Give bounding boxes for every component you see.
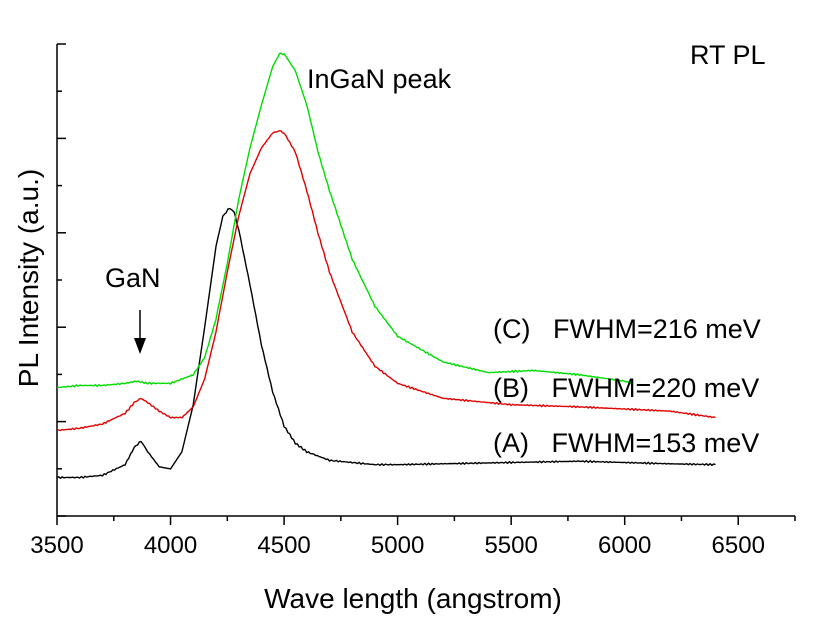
x-tick-label-5500: 5500 xyxy=(484,532,537,559)
series-c-line xyxy=(56,52,632,389)
series-b-label: (B) FWHM=220 meV xyxy=(493,373,759,403)
ingan-peak-label: InGaN peak xyxy=(307,64,452,94)
series-layer xyxy=(56,52,716,479)
x-tick-label-6000: 6000 xyxy=(598,532,651,559)
x-tick-label-4000: 4000 xyxy=(144,532,197,559)
x-tick-label-3500: 3500 xyxy=(30,532,83,559)
gan-arrow-head xyxy=(134,338,146,354)
y-ticks xyxy=(57,43,66,517)
x-axis-title: Wave length (angstrom) xyxy=(264,583,562,614)
x-tick-label-4500: 4500 xyxy=(257,532,310,559)
x-ticks: 3500 4000 4500 5000 5500 6000 6500 xyxy=(30,516,796,559)
x-tick-label-6500: 6500 xyxy=(712,532,765,559)
series-b-line xyxy=(56,130,716,432)
series-c-label: (C) FWHM=216 meV xyxy=(493,314,761,344)
series-a-line xyxy=(56,207,716,479)
series-a-label: (A) FWHM=153 meV xyxy=(493,428,759,458)
x-tick-label-5000: 5000 xyxy=(371,532,424,559)
y-axis-title: PL Intensity (a.u.) xyxy=(13,169,44,387)
gan-arrow xyxy=(134,310,146,354)
rt-pl-label: RT PL xyxy=(690,40,766,70)
gan-label: GaN xyxy=(105,263,161,293)
